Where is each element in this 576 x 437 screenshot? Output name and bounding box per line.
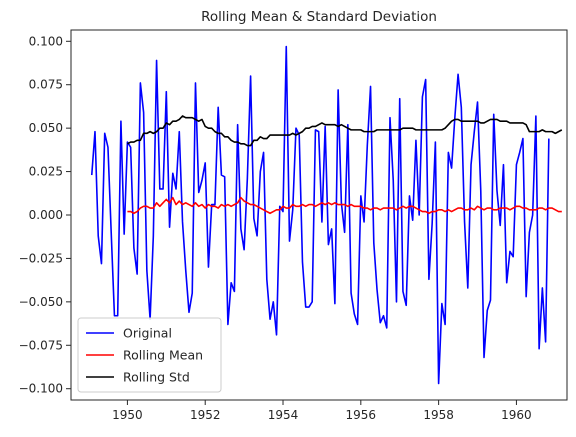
y-tick-label: −0.100 <box>19 382 63 396</box>
legend-box <box>77 317 222 393</box>
legend: Original Rolling Mean Rolling Std <box>77 317 222 393</box>
x-axis: 1950 1952 1954 1956 1958 1960 <box>112 400 532 422</box>
legend-label: Original <box>123 326 172 341</box>
y-tick-label: −0.075 <box>19 338 63 352</box>
y-tick-label: 0.100 <box>29 34 63 48</box>
legend-label: Rolling Std <box>123 370 190 385</box>
y-tick-label: −0.050 <box>19 295 63 309</box>
series-layer <box>90 45 563 385</box>
x-tick-label: 1956 <box>346 408 377 422</box>
y-tick-label: 0.075 <box>29 78 63 92</box>
x-tick-label: 1950 <box>112 408 143 422</box>
x-tick-label: 1952 <box>190 408 221 422</box>
legend-label: Rolling Mean <box>123 348 203 363</box>
series-line-3 <box>127 115 563 147</box>
y-axis: 0.100 0.075 0.050 0.025 0.000 −0.025 −0.050 −0.… <box>19 34 71 396</box>
y-tick-label: −0.025 <box>19 251 63 265</box>
y-tick-label: 0.050 <box>29 121 63 135</box>
y-tick-label: 0.025 <box>29 165 63 179</box>
chart-title: Rolling Mean & Standard Deviation <box>201 9 437 25</box>
x-tick-label: 1954 <box>268 408 299 422</box>
x-tick-label: 1960 <box>501 408 532 422</box>
series-line-1 <box>90 45 550 385</box>
y-tick-label: 0.000 <box>29 208 63 222</box>
x-tick-label: 1958 <box>423 408 454 422</box>
series-line-2 <box>127 196 562 215</box>
